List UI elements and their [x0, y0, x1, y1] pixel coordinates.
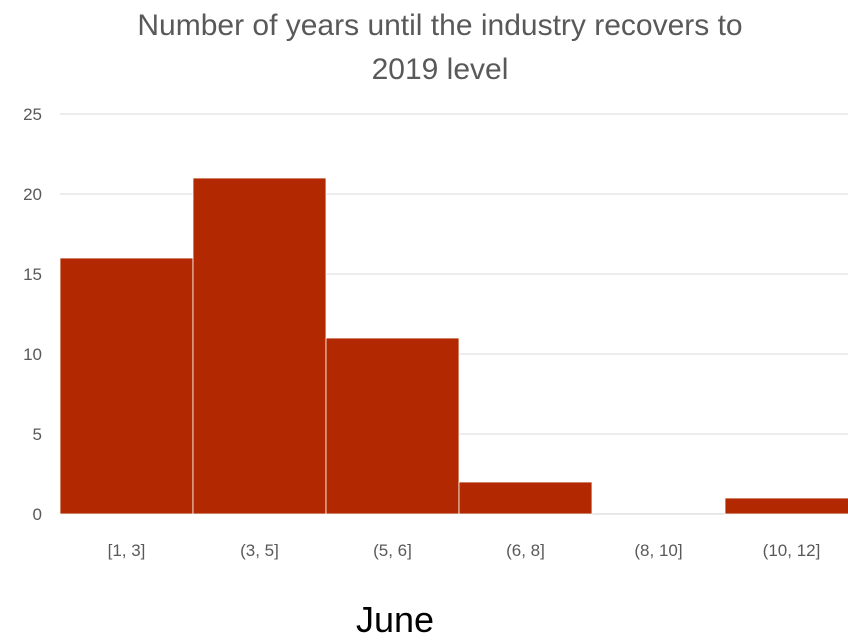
y-tick-label: 25	[23, 105, 42, 124]
bars	[59, 177, 848, 515]
y-tick-label: 5	[33, 425, 42, 444]
histogram-bar	[59, 257, 194, 515]
x-tick-label: (5, 6]	[373, 541, 412, 560]
histogram-bar	[458, 481, 593, 515]
y-tick-label: 0	[33, 505, 42, 524]
histogram-bar	[724, 497, 848, 515]
x-tick-label: (8, 10]	[634, 541, 682, 560]
y-axis-tick-labels: 0 5 10 15 20 25	[23, 105, 42, 524]
y-tick-label: 15	[23, 265, 42, 284]
histogram-bar	[192, 177, 327, 515]
x-axis-tick-labels: [1, 3] (3, 5] (5, 6] (6, 8] (8, 10] (10, 12]	[108, 541, 821, 560]
x-tick-label: (6, 8]	[506, 541, 545, 560]
chart-title-line-2: 2019 level	[371, 53, 509, 86]
chart-title-line-1: Number of years until the industry recov…	[137, 9, 743, 42]
x-tick-label: (3, 5]	[240, 541, 279, 560]
chart-title: Number of years until the industry recov…	[0, 4, 848, 92]
x-tick-label: [1, 3]	[108, 541, 146, 560]
y-tick-label: 20	[23, 185, 42, 204]
y-tick-label: 10	[23, 345, 42, 364]
histogram-bar	[325, 337, 460, 515]
x-tick-label: (10, 12]	[763, 541, 821, 560]
caption-month: June	[355, 599, 435, 640]
